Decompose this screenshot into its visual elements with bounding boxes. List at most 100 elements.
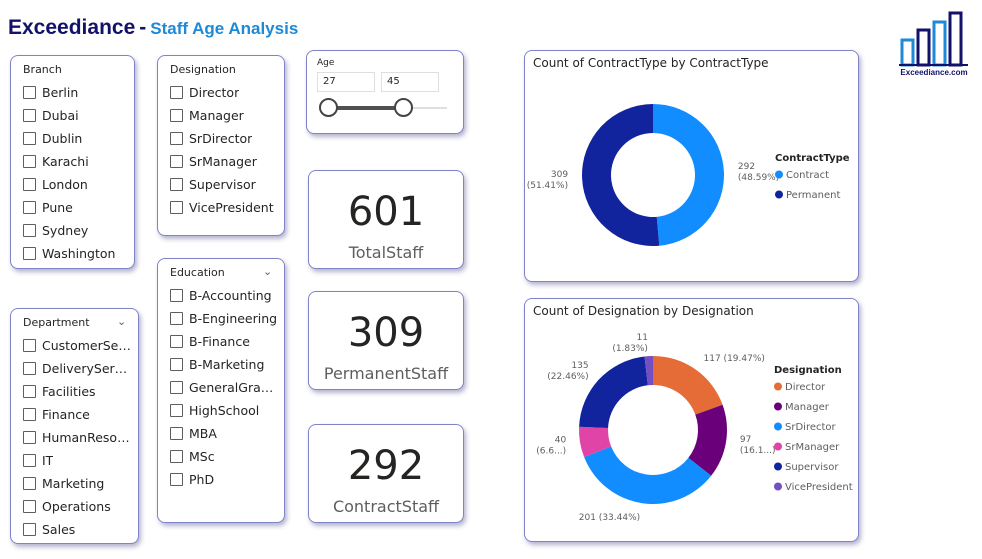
- education-item[interactable]: HighSchool: [170, 399, 278, 422]
- checkbox[interactable]: [23, 339, 36, 352]
- age-min-input[interactable]: 27: [317, 72, 375, 92]
- donut-slice-director[interactable]: [653, 356, 723, 415]
- checkbox[interactable]: [170, 473, 183, 486]
- education-item[interactable]: B-Finance: [170, 330, 278, 353]
- designation-item[interactable]: SrManager: [170, 150, 278, 173]
- checkbox[interactable]: [170, 201, 183, 214]
- branch-slicer: Branch Berlin Dubai Dublin Karachi London Pun…: [10, 55, 135, 269]
- checkbox[interactable]: [23, 178, 36, 191]
- branch-item[interactable]: Dublin: [23, 127, 128, 150]
- checkbox[interactable]: [23, 224, 36, 237]
- department-item[interactable]: Marketing: [23, 472, 133, 495]
- checkbox[interactable]: [23, 523, 36, 536]
- donut-slice-contract[interactable]: [653, 104, 724, 246]
- data-label-contract: 292 (48.59%): [738, 162, 779, 183]
- department-item[interactable]: Operations: [23, 495, 133, 518]
- total-staff-label: TotalStaff: [348, 243, 424, 262]
- department-item[interactable]: DeliveryService: [23, 357, 133, 380]
- branch-item[interactable]: Dubai: [23, 104, 128, 127]
- education-item[interactable]: B-Marketing: [170, 353, 278, 376]
- branch-item[interactable]: Sydney: [23, 219, 128, 242]
- legend-item-supervisor[interactable]: Supervisor: [785, 462, 839, 473]
- checkbox[interactable]: [23, 247, 36, 260]
- education-item[interactable]: GeneralGradu...: [170, 376, 278, 399]
- department-item[interactable]: Sales: [23, 518, 133, 541]
- education-item[interactable]: PhD: [170, 468, 278, 491]
- age-slicer: Age 27 45: [306, 50, 464, 134]
- checkbox[interactable]: [23, 431, 36, 444]
- department-item[interactable]: HumanResour...: [23, 426, 133, 449]
- legend-item-director[interactable]: Director: [785, 382, 826, 393]
- legend-item-srdirector[interactable]: SrDirector: [785, 422, 837, 433]
- donut-slice-srdirector[interactable]: [584, 446, 712, 504]
- age-max-input[interactable]: 45: [381, 72, 439, 92]
- legend-item-vicepresident[interactable]: VicePresident: [785, 482, 853, 493]
- checkbox[interactable]: [170, 178, 183, 191]
- data-label-manager: 97 (16.1...): [740, 435, 776, 456]
- age-max-handle[interactable]: [394, 98, 413, 117]
- department-item[interactable]: Finance: [23, 403, 133, 426]
- chevron-down-icon[interactable]: ⌄: [263, 265, 273, 278]
- donut-slice-manager[interactable]: [688, 404, 727, 476]
- age-min-handle[interactable]: [319, 98, 338, 117]
- checkbox[interactable]: [170, 381, 183, 394]
- checkbox[interactable]: [170, 289, 183, 302]
- checkbox[interactable]: [170, 335, 183, 348]
- legend-item-manager[interactable]: Manager: [785, 402, 830, 413]
- designation-item[interactable]: SrDirector: [170, 127, 278, 150]
- donut-slice-srmanager[interactable]: [579, 426, 612, 458]
- donut-slice-supervisor[interactable]: [579, 356, 648, 429]
- checkbox[interactable]: [23, 109, 36, 122]
- department-item[interactable]: CustomerServ...: [23, 334, 133, 357]
- designation-item-label: Supervisor: [189, 177, 256, 192]
- education-item[interactable]: B-Engineering: [170, 307, 278, 330]
- education-item[interactable]: B-Accounting: [170, 284, 278, 307]
- checkbox[interactable]: [23, 155, 36, 168]
- education-item[interactable]: MSc: [170, 445, 278, 468]
- legend-item-permanent[interactable]: Permanent: [786, 190, 840, 201]
- education-item-label: MBA: [189, 426, 217, 441]
- designation-item[interactable]: Director: [170, 81, 278, 104]
- legend-item-srmanager[interactable]: SrManager: [785, 442, 840, 453]
- checkbox[interactable]: [170, 404, 183, 417]
- department-item[interactable]: Facilities: [23, 380, 133, 403]
- designation-chart-card: Count of Designation by Designation 117 …: [524, 298, 859, 542]
- checkbox[interactable]: [170, 427, 183, 440]
- chevron-down-icon[interactable]: ⌄: [117, 315, 127, 328]
- checkbox[interactable]: [23, 201, 36, 214]
- designation-item[interactable]: Manager: [170, 104, 278, 127]
- donut-slice-vicepresident[interactable]: [644, 356, 653, 386]
- checkbox[interactable]: [170, 312, 183, 325]
- checkbox[interactable]: [170, 86, 183, 99]
- education-slicer-title: Education: [170, 266, 225, 279]
- checkbox[interactable]: [23, 86, 36, 99]
- age-slicer-title: Age: [317, 58, 335, 68]
- checkbox[interactable]: [23, 454, 36, 467]
- checkbox[interactable]: [23, 132, 36, 145]
- branch-item[interactable]: Washington: [23, 242, 128, 265]
- branch-item[interactable]: Berlin: [23, 81, 128, 104]
- education-item[interactable]: MBA: [170, 422, 278, 445]
- designation-item[interactable]: VicePresident: [170, 196, 278, 219]
- designation-item-label: Manager: [189, 108, 244, 123]
- legend-item-contract[interactable]: Contract: [786, 170, 829, 181]
- checkbox[interactable]: [170, 109, 183, 122]
- checkbox[interactable]: [170, 450, 183, 463]
- checkbox[interactable]: [23, 408, 36, 421]
- designation-item[interactable]: Supervisor: [170, 173, 278, 196]
- checkbox[interactable]: [23, 477, 36, 490]
- designation-chart-title: Count of Designation by Designation: [533, 304, 754, 318]
- education-item-label: MSc: [189, 449, 215, 464]
- branch-item[interactable]: Karachi: [23, 150, 128, 173]
- checkbox[interactable]: [170, 132, 183, 145]
- department-item[interactable]: IT: [23, 449, 133, 472]
- checkbox[interactable]: [23, 362, 36, 375]
- checkbox[interactable]: [23, 500, 36, 513]
- branch-item[interactable]: London: [23, 173, 128, 196]
- donut-slice-permanent[interactable]: [581, 104, 660, 246]
- branch-item[interactable]: Pune: [23, 196, 128, 219]
- checkbox[interactable]: [170, 358, 183, 371]
- age-slider-range: [327, 106, 407, 110]
- checkbox[interactable]: [170, 155, 183, 168]
- checkbox[interactable]: [23, 385, 36, 398]
